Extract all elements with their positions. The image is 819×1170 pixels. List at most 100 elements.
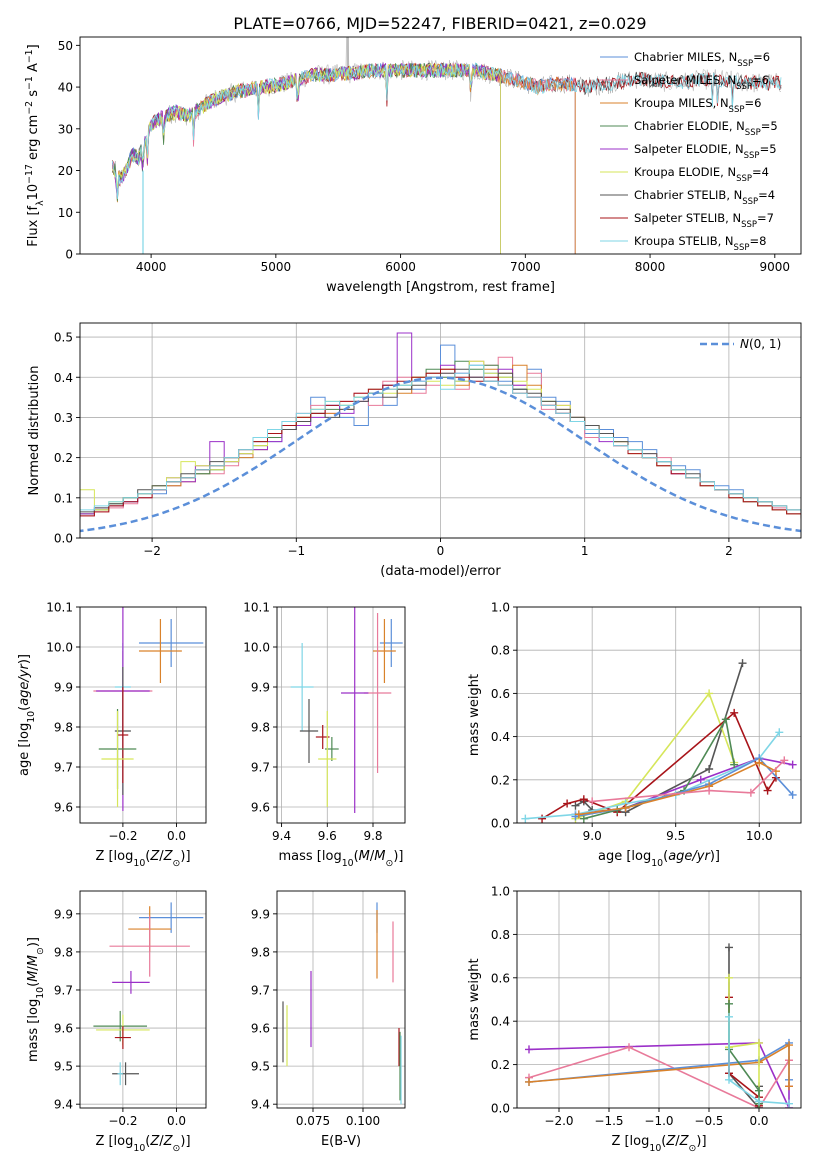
x-tick-label: −1.0 — [644, 1114, 673, 1128]
errorbar-salpeter-elodie — [341, 607, 369, 813]
y-tick-label: 0.4 — [491, 730, 510, 744]
y-tick-label: 0.2 — [491, 1058, 510, 1072]
weight-marker — [621, 803, 630, 812]
y-tick-label: 0.6 — [491, 687, 510, 701]
histogram-kroupa-stelib — [80, 364, 801, 515]
y-tick-label: 0.1 — [54, 491, 73, 505]
axes-frame: −0.2 0.0 9.4 9.5 9.6 9.7 9.8 9.9 Z [log10(Z/Z⊙)]… — [26, 890, 207, 1154]
x-axis-label: mass [log10(M/M⊙)] — [279, 849, 404, 869]
legend-label-salpeter-stelib: Salpeter STELIB, NSSP=7 — [634, 211, 774, 230]
x-tick-label: 0.0 — [167, 1114, 186, 1128]
x-tick-label: −0.2 — [108, 829, 137, 843]
weight-line — [525, 731, 780, 820]
weight-marker — [721, 715, 730, 724]
weight-marker — [725, 999, 733, 1008]
errorbar-salpeter-stelib — [117, 687, 129, 783]
spectrum-model-kroupa-stelib — [112, 62, 782, 200]
weight-marker — [785, 1099, 793, 1108]
weight-line — [575, 662, 744, 814]
weight-series-kroupa-stelib — [521, 728, 784, 823]
weight-marker — [571, 801, 580, 810]
y-tick-label: 10.0 — [243, 641, 270, 655]
y-tick-label: 9.7 — [54, 983, 73, 997]
axes-border — [516, 606, 802, 824]
y-tick-label: 10.1 — [243, 601, 270, 615]
x-tick-label: 9.0 — [583, 829, 602, 843]
y-tick-label: 1.0 — [491, 601, 510, 615]
weight-marker — [755, 1038, 763, 1047]
x-tick-label: 0.0 — [749, 1114, 768, 1128]
x-tick-label: 7000 — [510, 260, 541, 274]
y-tick-label: 0.5 — [54, 331, 73, 345]
spectrum-model-kroupa-elodie — [112, 62, 501, 254]
y-tick-label: 9.9 — [54, 681, 73, 695]
figure-title: PLATE=0766, MJD=52247, FIBERID=0421, z=0… — [233, 14, 646, 33]
y-tick-label: 0.4 — [491, 1015, 510, 1029]
histogram-salpeter-elodie — [80, 332, 801, 519]
plot-area — [93, 902, 204, 1086]
plot-area — [290, 607, 403, 813]
x-axis-label: Z [log10(Z/Z⊙)] — [611, 1134, 706, 1154]
y-tick-label: 9.7 — [251, 983, 270, 997]
weight-marker — [780, 756, 789, 765]
spectrum-model-chabrier-miles — [112, 62, 576, 254]
y-tick-label: 9.8 — [54, 945, 73, 959]
errorbar-kroupa-stelib — [117, 1062, 123, 1086]
legend-label-kroupa-miles: Kroupa MILES, NSSP=6 — [634, 96, 761, 115]
histogram-salpeter-stelib — [80, 368, 801, 519]
legend-label-chabrier-elodie: Chabrier ELODIE, NSSP=5 — [634, 119, 778, 138]
y-tick-label: 10.0 — [46, 641, 73, 655]
weight-marker — [730, 708, 739, 717]
weight-marker — [730, 760, 739, 769]
axes-frame: −2 −1 0 1 2 0.0 0.1 0.2 0.3 0.4 0.5 (data-model)/er… — [27, 322, 802, 579]
weight-marker — [763, 786, 772, 795]
weight-marker — [725, 1075, 733, 1084]
y-tick-label: 9.9 — [54, 907, 73, 921]
errorbar-kroupa-miles — [373, 619, 396, 683]
x-tick-label: 9.8 — [363, 829, 382, 843]
errorbar-kroupa-miles — [138, 619, 182, 683]
legend-label-chabrier-stelib: Chabrier STELIB, NSSP=4 — [634, 188, 775, 207]
weight-marker — [755, 1097, 763, 1106]
histogram-salpeter-miles — [80, 356, 801, 519]
axes-border — [276, 606, 406, 824]
y-tick-label: 10 — [58, 206, 73, 220]
weight-line — [728, 1016, 790, 1105]
weight-series-salpeter-miles — [588, 756, 789, 806]
y-tick-label: 0.3 — [54, 411, 73, 425]
y-tick-label: 9.9 — [251, 907, 270, 921]
x-tick-label: 1 — [581, 544, 589, 558]
histogram-chabrier-stelib — [80, 368, 801, 517]
weight-marker — [521, 814, 530, 823]
y-tick-label: 0 — [65, 248, 73, 262]
axes-border — [79, 606, 207, 824]
errorbar-chabrier-stelib — [112, 1062, 139, 1086]
y-tick-label: 9.8 — [54, 721, 73, 735]
mass-vs-ebv-panel: 0.075 0.100 9.4 9.5 9.6 9.7 9.8 9.9 E(B-V) — [251, 890, 406, 1149]
spectrum-panel: 4000 5000 6000 7000 8000 9000 0 10 20 30 40 50 wavel… — [24, 36, 802, 295]
errorbar-salpeter-miles — [109, 915, 190, 977]
plot-area — [112, 37, 782, 254]
y-tick-label: 9.5 — [54, 1060, 73, 1074]
weight-marker — [738, 659, 747, 668]
histogram-chabrier-miles — [80, 344, 801, 519]
weight-line — [592, 759, 785, 803]
spectrum-model-salpeter-elodie — [112, 62, 501, 254]
age-vs-z-panel: −0.2 0.0 9.6 9.7 9.8 9.9 10.0 10.1 Z [log10(Z/Z⊙… — [17, 601, 207, 869]
x-tick-label: 9.5 — [666, 829, 685, 843]
x-axis-label: Z [log10(Z/Z⊙)] — [95, 849, 190, 869]
legend-label-salpeter-miles: Salpeter MILES, NSSP=6 — [634, 73, 769, 92]
weight-line — [728, 1003, 760, 1104]
weight-line — [575, 757, 793, 816]
y-tick-label: 10.1 — [46, 601, 73, 615]
weight-vs-z-panel: −2.0 −1.5 −1.0 −0.5 0.0 0.0 0.2 0.4 0.6 0.8 1.0 Z [… — [467, 885, 802, 1154]
weight-marker — [579, 814, 588, 823]
axes-frame: 0.075 0.100 9.4 9.5 9.6 9.7 9.8 9.9 E(B-V) — [251, 890, 406, 1149]
errorbar-salpeter-elodie — [112, 970, 150, 994]
axes-frame: −2.0 −1.5 −1.0 −0.5 0.0 0.0 0.2 0.4 0.6 0.8 1.0 Z [… — [467, 885, 802, 1154]
axes-border — [276, 890, 406, 1109]
residuals-panel: −2 −1 0 1 2 0.0 0.1 0.2 0.3 0.4 0.5 (data-model)/er… — [27, 322, 802, 579]
axes-border — [79, 36, 802, 255]
